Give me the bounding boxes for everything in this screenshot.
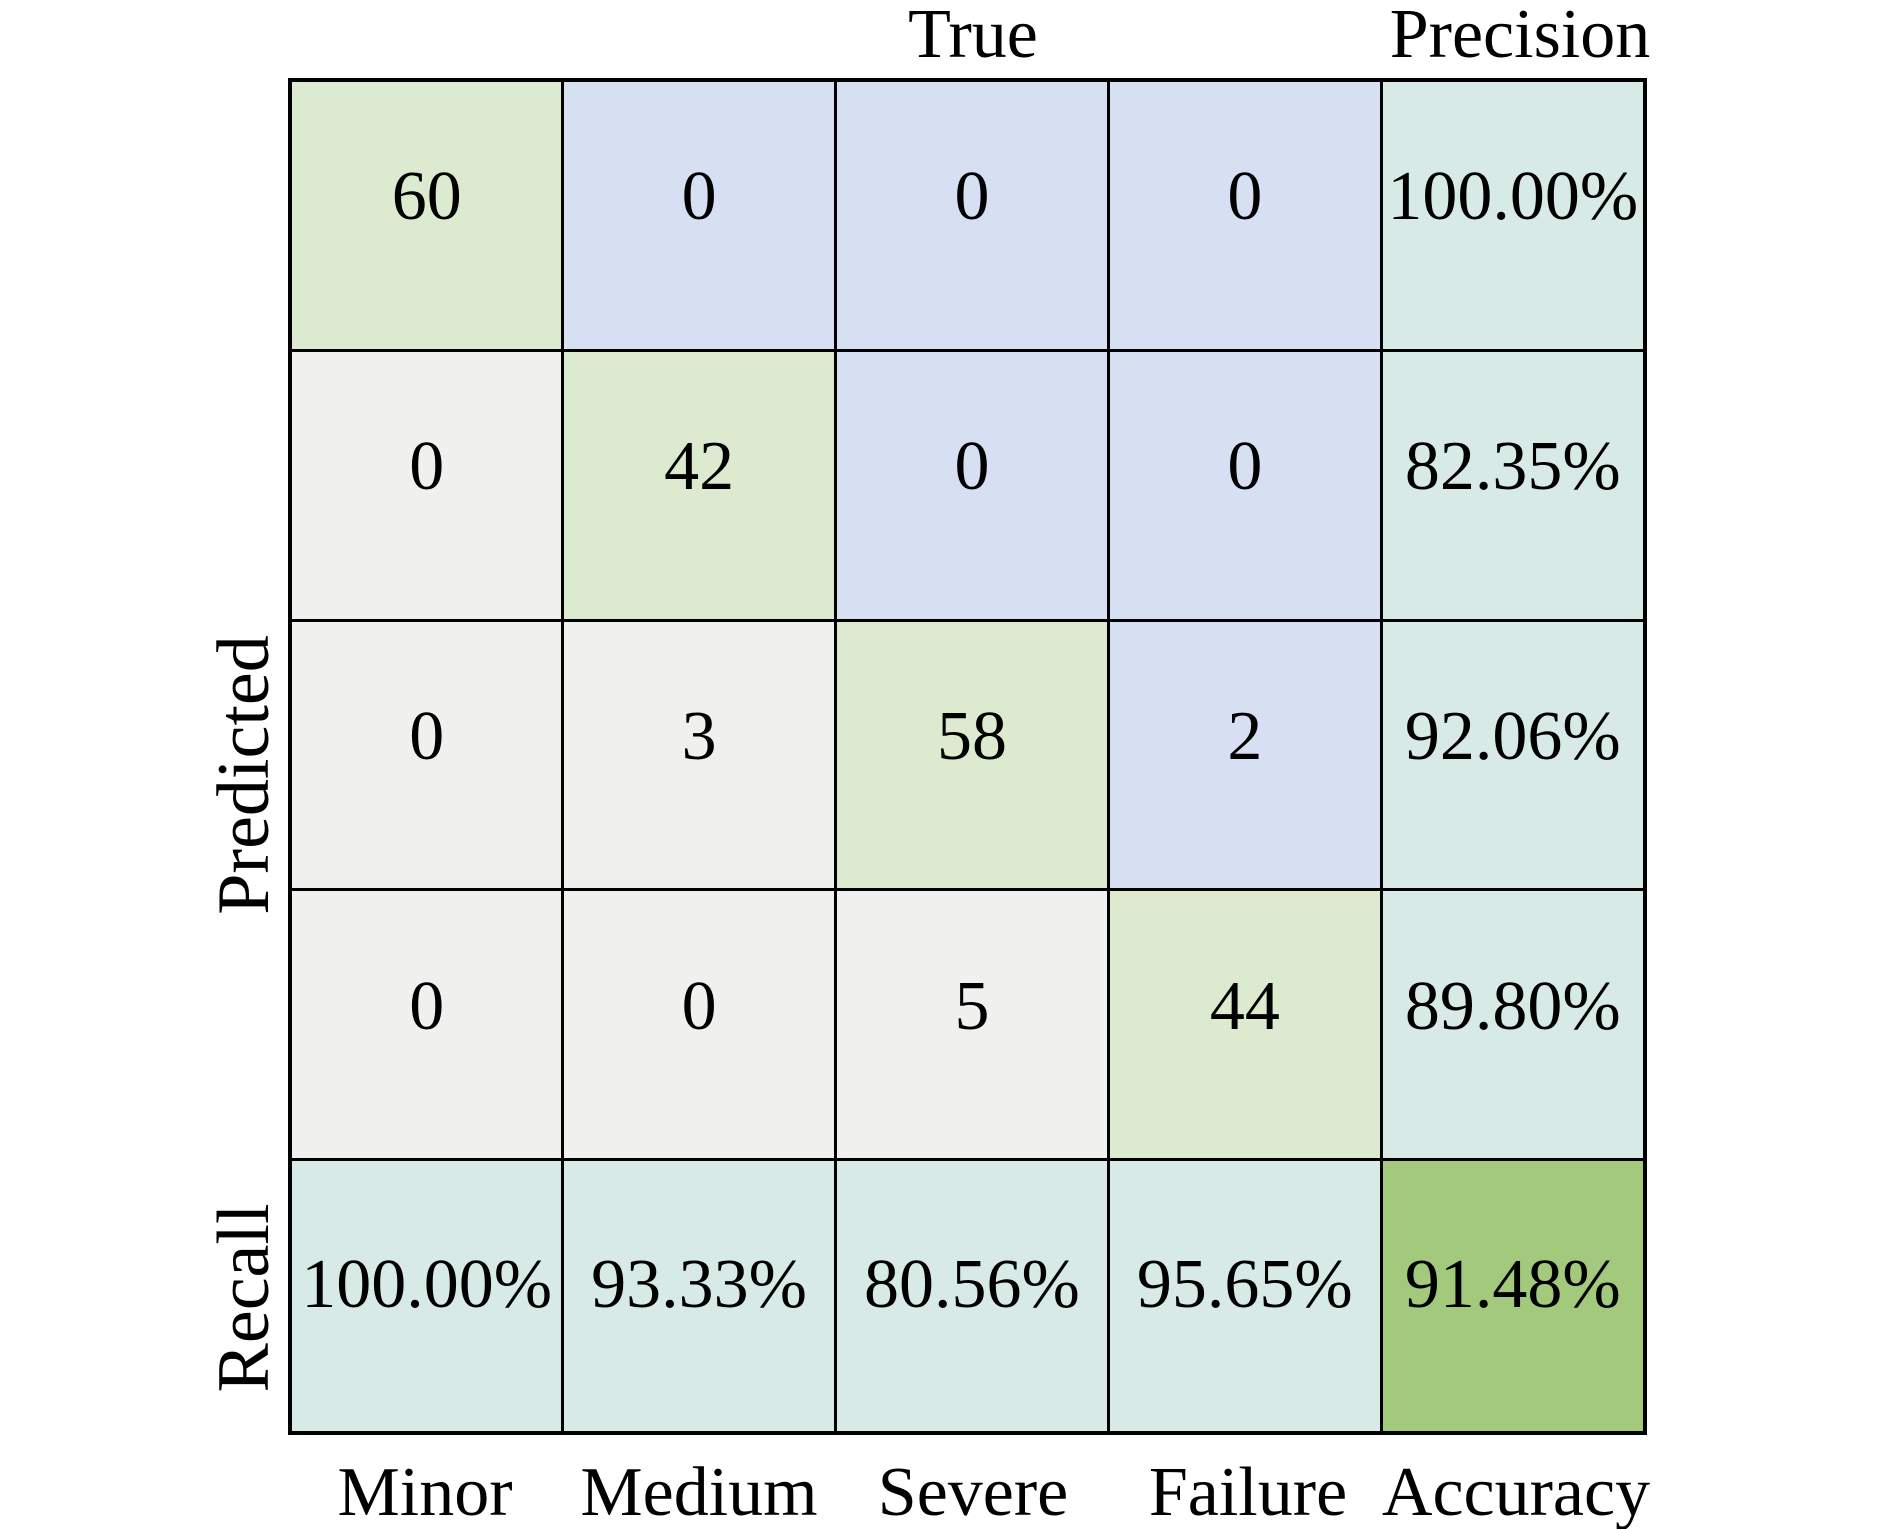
precision-column-title: Precision [1389,0,1651,73]
confusion-matrix-grid: 60 0 0 0 100.00% 0 42 0 0 82.35% 0 3 58 … [288,78,1647,1435]
recall-cell-c1: 93.33% [564,1161,837,1431]
x-tick-label-medium: Medium [580,1454,818,1529]
matrix-cell-r3c2: 5 [836,891,1111,1162]
matrix-cell-r0c2: 0 [836,82,1111,352]
matrix-cell-r0c0: 60 [292,82,565,352]
x-axis-title-true: True [908,0,1038,73]
matrix-cell-r2c3: 2 [1110,621,1383,892]
precision-cell-r3: 89.80% [1382,891,1643,1162]
matrix-cell-r3c1: 0 [564,891,837,1162]
matrix-cell-r1c3: 0 [1110,351,1383,622]
matrix-cell-r0c1: 0 [564,82,837,352]
matrix-cell-r3c3: 44 [1110,891,1383,1162]
recall-cell-c3: 95.65% [1110,1161,1383,1431]
y-axis-title-predicted: Predicted [203,635,285,915]
overall-accuracy-cell: 91.48% [1382,1161,1643,1431]
precision-cell-r1: 82.35% [1382,351,1643,622]
precision-cell-r0: 100.00% [1382,82,1643,352]
matrix-cell-r2c2: 58 [836,621,1111,892]
x-tick-label-accuracy: Accuracy [1381,1454,1651,1529]
matrix-cell-r1c1: 42 [564,351,837,622]
matrix-cell-r2c0: 0 [292,621,565,892]
recall-row-title: Recall [203,1203,285,1393]
matrix-cell-r3c0: 0 [292,891,565,1162]
matrix-cell-r0c3: 0 [1110,82,1383,352]
x-tick-label-minor: Minor [337,1454,513,1529]
matrix-cell-r1c2: 0 [836,351,1111,622]
x-tick-label-severe: Severe [877,1454,1069,1529]
recall-cell-c2: 80.56% [836,1161,1111,1431]
x-tick-label-failure: Failure [1148,1454,1348,1529]
recall-cell-c0: 100.00% [292,1161,565,1431]
matrix-cell-r2c1: 3 [564,621,837,892]
matrix-cell-r1c0: 0 [292,351,565,622]
precision-cell-r2: 92.06% [1382,621,1643,892]
